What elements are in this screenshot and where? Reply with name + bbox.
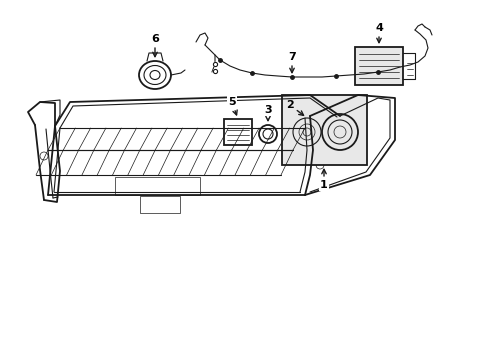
Text: 6: 6 <box>151 34 159 57</box>
Text: 3: 3 <box>264 105 271 121</box>
Text: 4: 4 <box>374 23 382 43</box>
Bar <box>140 196 180 213</box>
Text: 5: 5 <box>228 97 237 115</box>
Text: 1: 1 <box>320 169 327 190</box>
Text: 7: 7 <box>287 52 295 73</box>
Bar <box>115 177 200 195</box>
Bar <box>282 95 366 165</box>
Bar <box>224 119 251 145</box>
Text: 2: 2 <box>285 100 303 115</box>
Bar <box>354 47 402 85</box>
